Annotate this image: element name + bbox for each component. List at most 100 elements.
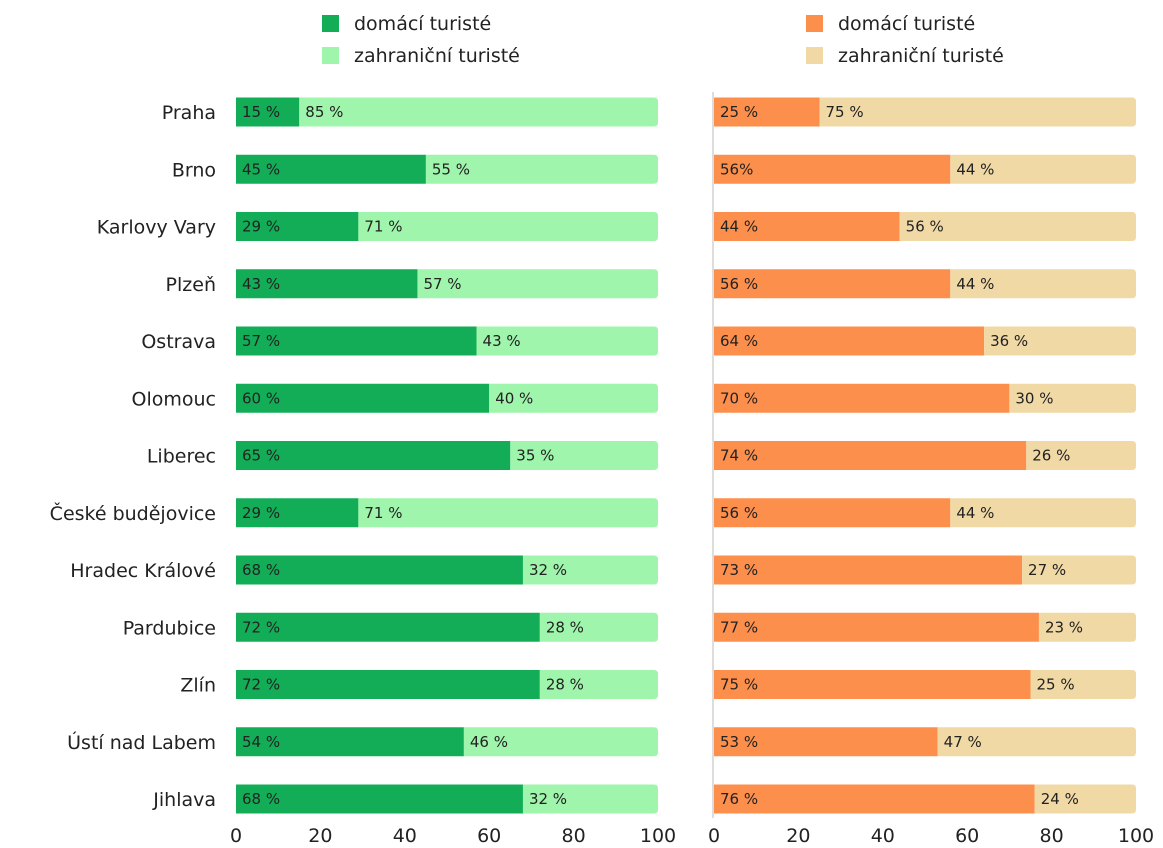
bar-domestic — [714, 383, 1010, 413]
category-label: Olomouc — [132, 388, 216, 410]
category-label: Zlín — [180, 675, 216, 697]
bar-foreign — [819, 97, 1136, 127]
bar-foreign — [1009, 383, 1136, 413]
data-label-foreign: 71 % — [364, 218, 402, 236]
bar-domestic — [714, 498, 951, 528]
data-label-foreign: 57 % — [423, 275, 461, 293]
bar-foreign — [950, 154, 1136, 184]
x-tick-label: 40 — [393, 825, 417, 847]
bar-foreign — [358, 498, 658, 528]
x-tick-label: 40 — [871, 825, 895, 847]
data-label-foreign: 24 % — [1041, 790, 1079, 808]
data-label-domestic: 74 % — [720, 447, 758, 465]
bar-domestic — [236, 727, 464, 757]
data-label-domestic: 15 % — [242, 103, 280, 121]
bar-foreign — [937, 727, 1136, 757]
bar-foreign — [358, 212, 658, 241]
category-label: Liberec — [147, 446, 216, 468]
bar-domestic — [714, 326, 985, 356]
data-label-foreign: 25 % — [1037, 676, 1075, 694]
data-label-foreign: 28 % — [546, 618, 584, 636]
data-label-foreign: 36 % — [990, 332, 1028, 350]
data-label-domestic: 77 % — [720, 618, 758, 636]
data-label-foreign: 32 % — [529, 790, 567, 808]
data-label-foreign: 23 % — [1045, 618, 1083, 636]
data-label-domestic: 56 % — [720, 504, 758, 522]
bar-foreign — [1034, 784, 1136, 814]
data-label-domestic: 43 % — [242, 275, 280, 293]
legend-label-foreign: zahraniční turisté — [838, 45, 1004, 67]
data-label-foreign: 32 % — [529, 561, 567, 579]
bar-foreign — [510, 441, 658, 470]
bar-domestic — [714, 269, 951, 299]
bar-foreign — [1038, 612, 1136, 642]
category-label: Hradec Králové — [70, 560, 216, 582]
category-label: Pardubice — [123, 617, 216, 639]
x-tick-label: 80 — [1040, 825, 1064, 847]
data-label-domestic: 76 % — [720, 790, 758, 808]
bar-domestic — [236, 269, 418, 299]
data-label-domestic: 45 % — [242, 160, 280, 178]
bar-domestic — [236, 441, 511, 470]
x-tick-label: 0 — [708, 825, 720, 847]
bar-foreign — [950, 269, 1136, 299]
data-label-foreign: 44 % — [956, 504, 994, 522]
category-label: Ostrava — [141, 331, 216, 353]
data-label-domestic: 65 % — [242, 447, 280, 465]
legend-label-domestic: domácí turisté — [354, 13, 491, 35]
bar-domestic — [714, 555, 1023, 585]
data-label-domestic: 73 % — [720, 561, 758, 579]
bar-domestic — [236, 383, 490, 413]
data-label-foreign: 35 % — [516, 447, 554, 465]
bar-foreign — [425, 154, 658, 184]
x-tick-label: 0 — [230, 825, 242, 847]
data-label-foreign: 44 % — [956, 160, 994, 178]
bar-domestic — [236, 154, 426, 184]
bar-foreign — [476, 326, 658, 356]
bar-domestic — [236, 555, 523, 585]
bar-foreign — [522, 555, 658, 585]
x-tick-label: 100 — [1118, 825, 1154, 847]
legend-label-domestic: domácí turisté — [838, 13, 975, 35]
data-label-foreign: 40 % — [495, 389, 533, 407]
category-label: Praha — [162, 102, 216, 124]
data-label-domestic: 68 % — [242, 561, 280, 579]
bar-foreign — [522, 784, 658, 814]
bar-domestic — [714, 212, 900, 241]
data-label-foreign: 26 % — [1032, 447, 1070, 465]
data-label-foreign: 44 % — [956, 275, 994, 293]
category-label: Karlovy Vary — [97, 217, 216, 239]
category-label: České budějovice — [50, 501, 216, 525]
data-label-foreign: 30 % — [1015, 389, 1053, 407]
bar-domestic — [236, 784, 523, 814]
data-label-foreign: 71 % — [364, 504, 402, 522]
bar-domestic — [714, 441, 1027, 470]
x-tick-label: 20 — [308, 825, 332, 847]
bar-domestic — [714, 784, 1035, 814]
data-label-foreign: 75 % — [826, 103, 864, 121]
data-label-foreign: 46 % — [470, 733, 508, 751]
bar-domestic — [714, 97, 820, 127]
x-tick-label: 100 — [640, 825, 676, 847]
data-label-domestic: 68 % — [242, 790, 280, 808]
legend-swatch-domestic — [322, 15, 339, 32]
bar-domestic — [236, 612, 540, 642]
bar-domestic — [236, 212, 359, 241]
x-tick-label: 60 — [955, 825, 979, 847]
bar-foreign — [417, 269, 658, 299]
bar-domestic — [236, 326, 477, 356]
data-label-domestic: 54 % — [242, 733, 280, 751]
data-label-foreign: 43 % — [483, 332, 521, 350]
data-label-foreign: 55 % — [432, 160, 470, 178]
category-label: Plzeň — [166, 274, 216, 296]
data-label-foreign: 47 % — [944, 733, 982, 751]
bar-foreign — [1022, 555, 1136, 585]
data-label-foreign: 56 % — [906, 218, 944, 236]
bar-foreign — [984, 326, 1136, 356]
data-label-domestic: 64 % — [720, 332, 758, 350]
data-label-foreign: 85 % — [305, 103, 343, 121]
bar-domestic — [714, 612, 1039, 642]
bar-foreign — [899, 212, 1136, 241]
bar-domestic — [236, 97, 300, 127]
